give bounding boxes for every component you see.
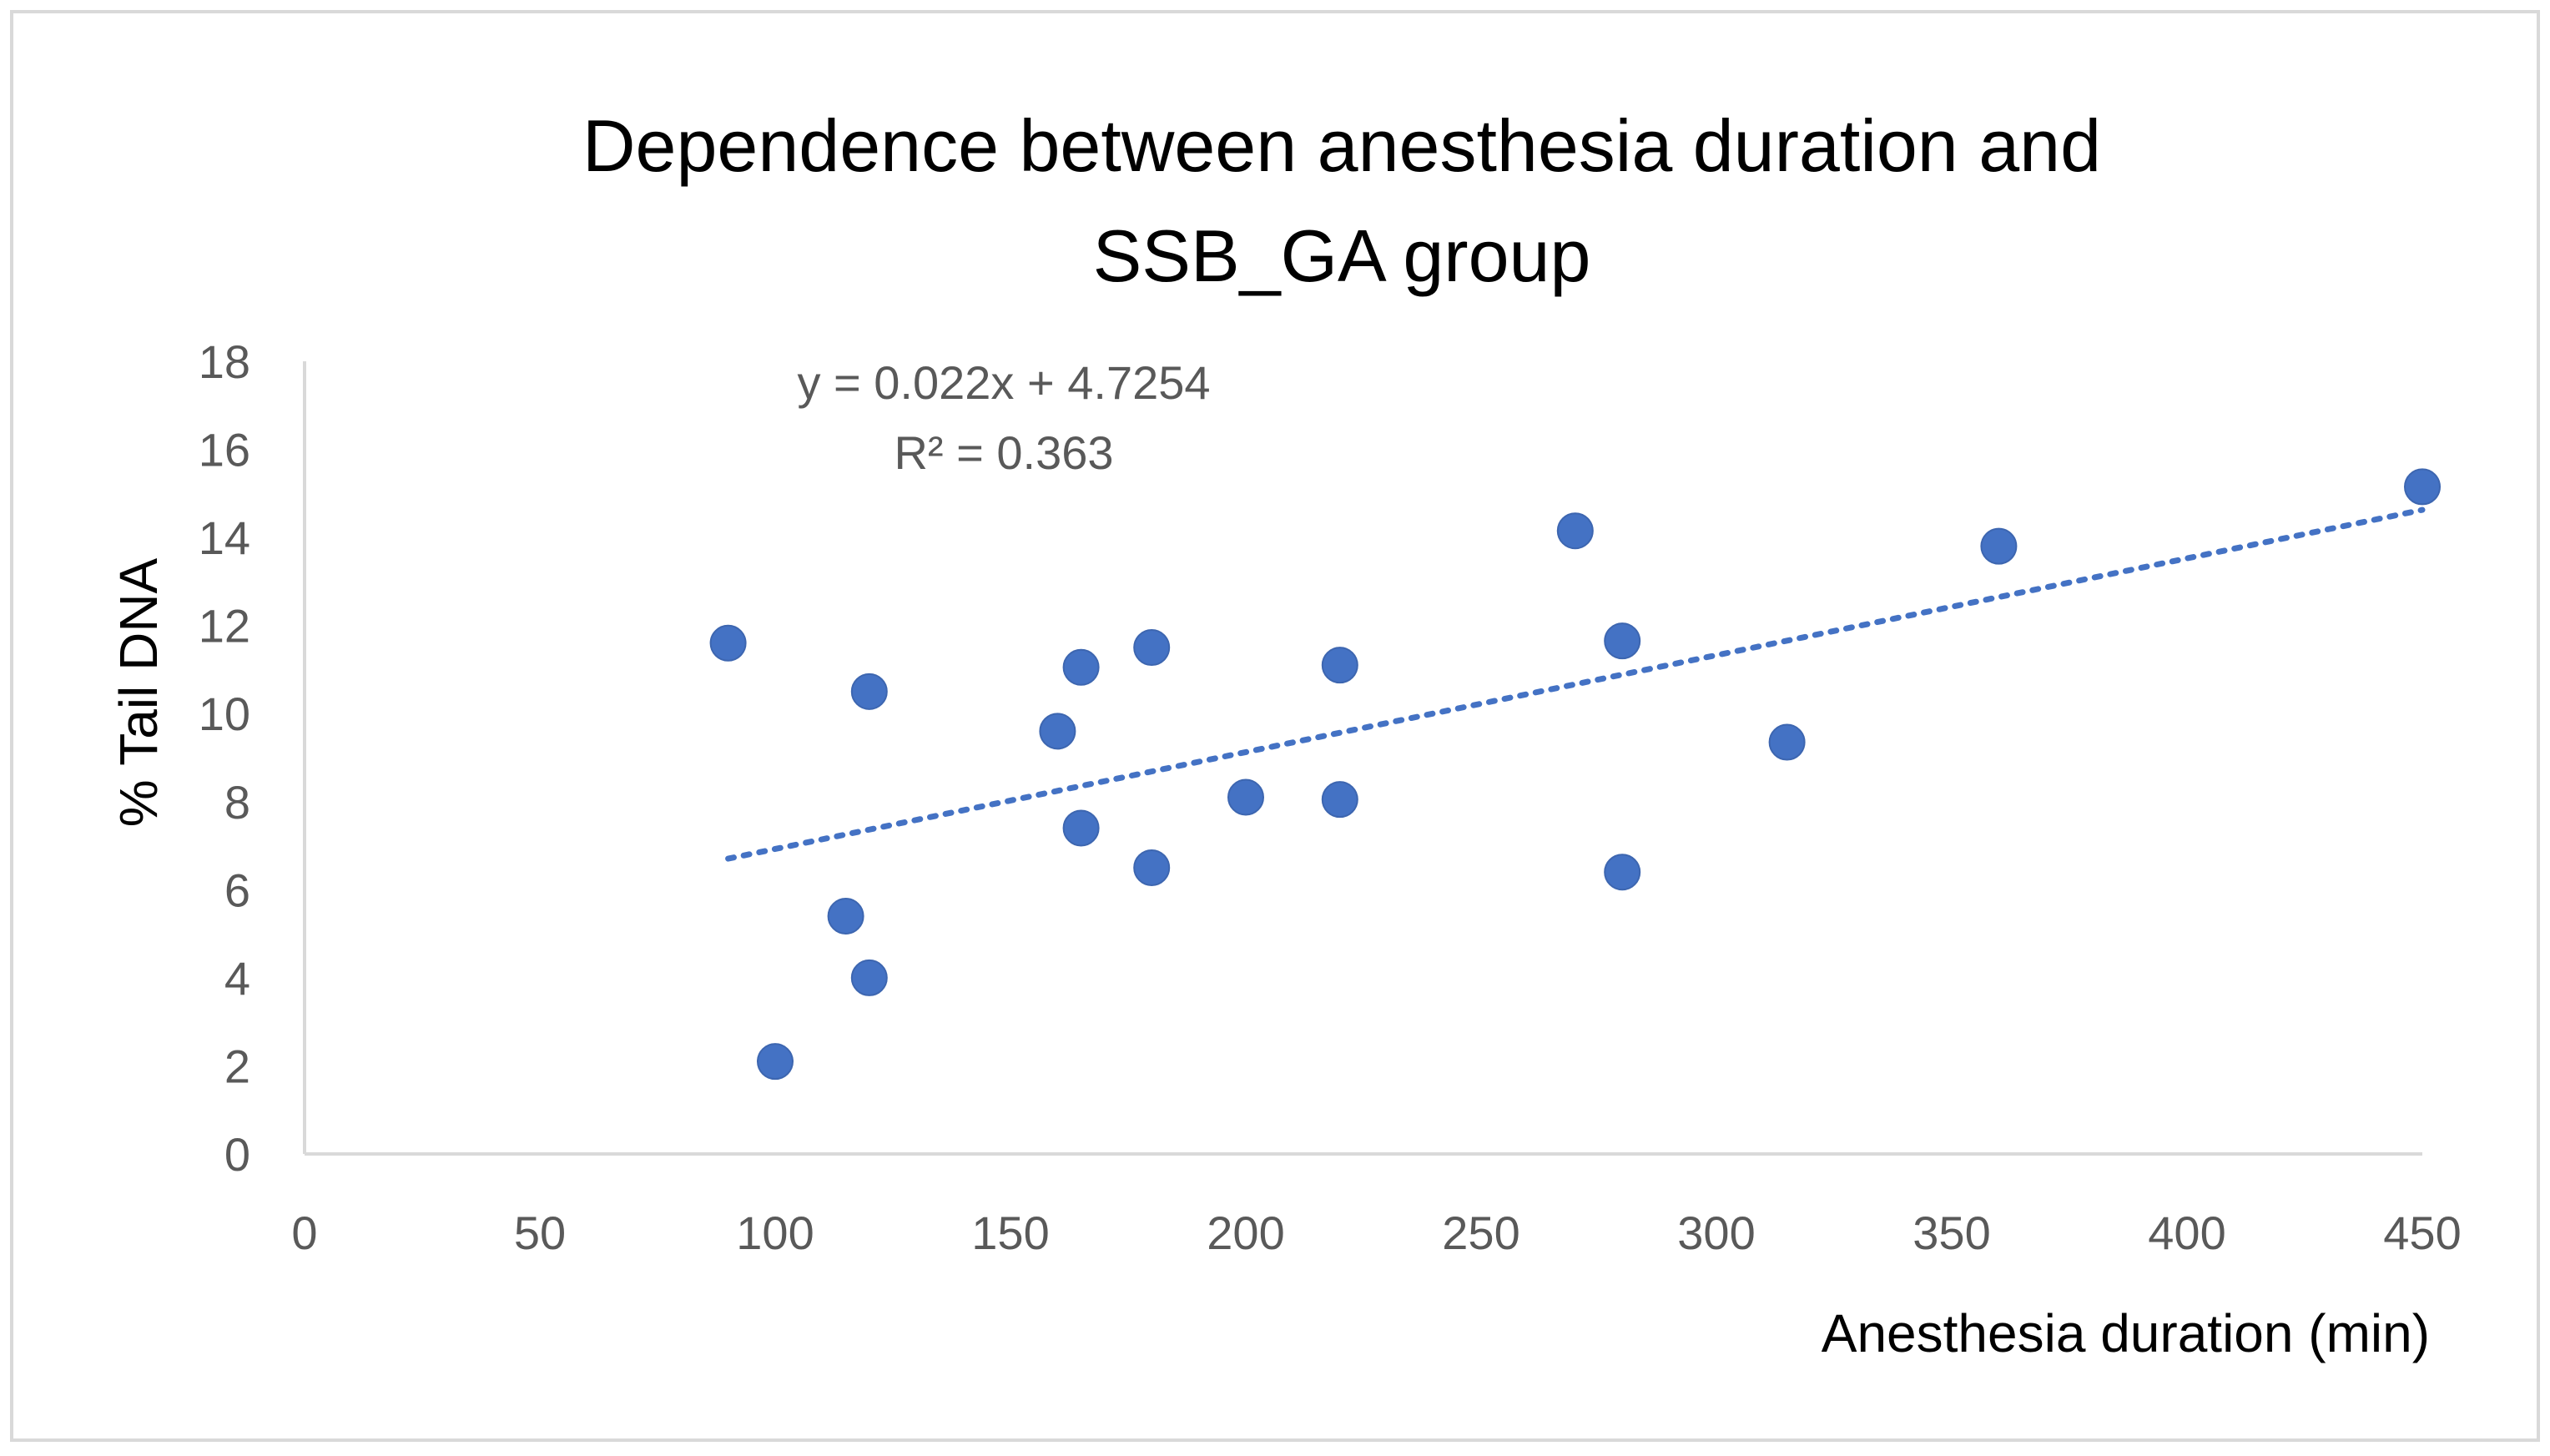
y-tick-label: 16 [199, 424, 250, 476]
chart-frame [10, 10, 2540, 1442]
data-point [1321, 781, 1358, 819]
trendline [725, 506, 2426, 862]
data-point [1062, 648, 1100, 686]
data-point [2404, 468, 2441, 506]
x-tick-label: 150 [971, 1207, 1049, 1259]
data-point [709, 624, 747, 662]
data-point [827, 898, 864, 935]
data-point [850, 673, 888, 710]
y-tick-label: 2 [224, 1040, 250, 1092]
chart-title-line-2: SSB_GA group [1093, 214, 1591, 297]
x-tick-label: 450 [2383, 1207, 2461, 1259]
data-point [757, 1043, 794, 1081]
data-point [1062, 809, 1100, 847]
axes: 0 50 100 150 200 250 300 350 400 450 0 2 4 6 8 10 12 14 16… [199, 335, 2462, 1259]
data-point [1039, 713, 1076, 750]
trendline-equation: y = 0.022x + 4.7254 [797, 356, 1210, 409]
trendline-r-squared: R² = 0.363 [894, 426, 1113, 479]
trendline-group [725, 506, 2426, 862]
data-point [850, 959, 888, 996]
data-point [1227, 778, 1264, 816]
data-point [1604, 854, 1641, 891]
x-tick-label: 400 [2148, 1207, 2225, 1259]
chart-title-line-1: Dependence between anesthesia duration a… [582, 104, 2101, 187]
y-tick-label: 4 [224, 952, 250, 1005]
y-tick-label: 14 [199, 511, 250, 564]
data-point [1133, 629, 1171, 667]
x-tick-label: 100 [736, 1207, 814, 1259]
data-point [1133, 849, 1171, 886]
data-point [1321, 647, 1358, 684]
data-points [709, 468, 2441, 1081]
data-point [1604, 622, 1641, 660]
y-tick-label: 18 [199, 335, 250, 388]
y-axis-title: % Tail DNA [108, 557, 169, 827]
y-tick-label: 10 [199, 688, 250, 740]
y-tick-label: 8 [224, 776, 250, 829]
x-tick-label: 0 [291, 1207, 317, 1259]
data-point [1768, 723, 1806, 761]
data-point [1980, 527, 2018, 565]
x-tick-label: 350 [1912, 1207, 1990, 1259]
x-axis-title: Anesthesia duration (min) [1822, 1303, 2430, 1363]
data-point [1556, 512, 1594, 550]
x-tick-label: 300 [1677, 1207, 1755, 1259]
y-tick-label: 0 [224, 1128, 250, 1181]
y-tick-label: 6 [224, 864, 250, 916]
x-tick-label: 250 [1442, 1207, 1519, 1259]
y-tick-label: 12 [199, 600, 250, 652]
x-tick-label: 200 [1207, 1207, 1284, 1259]
x-tick-label: 50 [514, 1207, 566, 1259]
